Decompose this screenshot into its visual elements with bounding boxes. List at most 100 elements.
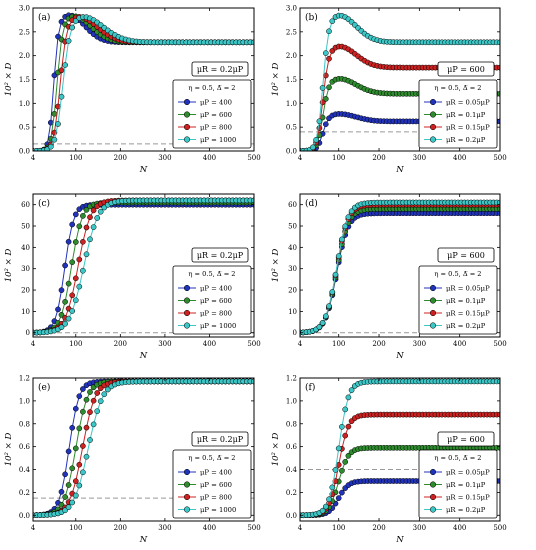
x-tick-label: 400 — [453, 154, 466, 162]
data-point — [76, 256, 83, 263]
legend-marker — [429, 309, 437, 317]
y-tick-label: 1.0 — [19, 100, 30, 108]
data-point — [80, 238, 86, 245]
data-point — [62, 262, 68, 269]
data-point — [329, 18, 336, 25]
legend-entry: μP = 1000 — [178, 322, 236, 330]
data-point — [80, 443, 86, 449]
legend-entry: μR = 0.2μP — [424, 322, 486, 330]
y-tick-label: 1.0 — [286, 397, 297, 405]
x-axis-label: N — [395, 535, 404, 545]
x-tick-label: 100 — [69, 154, 82, 162]
x-tick-label: 500 — [247, 340, 260, 348]
x-axis-label: N — [139, 165, 148, 175]
legend-box — [172, 449, 252, 519]
panel-tag: (f) — [305, 382, 315, 393]
legend-label: μR = 0.05μP — [446, 469, 490, 477]
panel-tag: (a) — [38, 12, 50, 23]
data-point — [55, 306, 61, 313]
annotation-text: μR = 0.2μP — [197, 435, 244, 444]
y-tick-label: 2.0 — [19, 52, 30, 60]
legend-entry: μR = 0.1μP — [424, 297, 486, 305]
y-tick-label: 0.5 — [19, 124, 30, 132]
legend-label: μP = 400 — [200, 99, 232, 107]
data-point — [322, 121, 329, 128]
legend-entry: μR = 0.15μP — [424, 310, 490, 318]
x-tick-label: 500 — [493, 524, 506, 532]
data-point — [47, 143, 54, 150]
plot-area — [33, 378, 254, 519]
legend-entry: μR = 0.15μP — [424, 124, 490, 132]
data-point — [83, 206, 90, 213]
legend-marker — [429, 493, 437, 501]
legend-entry: μR = 0.15μP — [424, 494, 490, 502]
data-point — [90, 207, 97, 214]
y-tick-label: 2.5 — [19, 28, 30, 36]
data-point — [339, 423, 345, 430]
y-tick-label: 50 — [288, 223, 297, 231]
legend-entry: μP = 800 — [178, 124, 232, 132]
legend-marker — [183, 111, 191, 118]
x-tick-label: 400 — [453, 524, 466, 532]
data-point — [313, 137, 319, 143]
data-point — [65, 315, 72, 322]
legend-marker — [183, 297, 191, 304]
data-point — [80, 386, 86, 392]
y-tick-label: 0.5 — [286, 124, 297, 132]
x-tick-label: 300 — [158, 524, 171, 532]
data-point — [62, 471, 68, 478]
legend-label: μR = 0.2μP — [446, 322, 486, 330]
legend-marker — [183, 309, 191, 317]
data-point — [90, 421, 97, 428]
x-tick-label: 400 — [203, 524, 216, 532]
legend-label: μR = 0.1μP — [446, 111, 486, 119]
x-tick-label: 400 — [203, 340, 216, 348]
panel-tag: (e) — [38, 382, 50, 393]
data-point — [339, 467, 345, 474]
data-point — [326, 28, 332, 35]
data-point — [58, 93, 65, 100]
data-point — [72, 405, 79, 412]
y-tick-label: 2.5 — [286, 28, 297, 36]
legend-marker — [429, 123, 437, 131]
panel-tag: (c) — [38, 198, 50, 209]
legend-entry: μR = 0.2μP — [424, 506, 486, 514]
legend-title: η = 0.5, Δ̅ = 2 — [434, 270, 481, 278]
data-point — [72, 239, 79, 245]
y-tick-label: 60 — [21, 201, 30, 209]
y-tick-label: 2.0 — [286, 52, 297, 60]
data-point — [97, 208, 104, 215]
series-4 — [300, 12, 500, 151]
y-tick-label: 1.5 — [286, 76, 297, 84]
legend-marker — [429, 481, 437, 488]
legend-marker — [183, 493, 191, 501]
x-tick-label: 4 — [298, 524, 303, 532]
panel-tag: (b) — [305, 12, 318, 23]
data-point — [65, 38, 72, 44]
data-point — [322, 72, 329, 79]
data-point — [94, 390, 101, 396]
legend-entry: μP = 1000 — [178, 136, 236, 144]
data-point — [332, 467, 339, 473]
y-tick-label: 3.0 — [286, 5, 297, 13]
legend-marker — [183, 322, 191, 329]
annotation-text: μR = 0.2μP — [197, 251, 244, 260]
legend-title: η = 0.5, Δ̅ = 2 — [188, 84, 235, 92]
plot-area — [300, 199, 500, 336]
annotation-text: μP = 600 — [447, 65, 485, 74]
annotation-box — [437, 61, 495, 77]
legend-box — [172, 265, 252, 335]
y-tick-label: 0.4 — [286, 466, 298, 474]
data-point — [316, 324, 323, 330]
legend-label: μR = 0.2μP — [446, 136, 486, 144]
x-tick-label: 300 — [413, 524, 426, 532]
annotation-text: μR = 0.2μP — [197, 65, 244, 74]
legend-label: μR = 0.1μP — [446, 481, 486, 489]
legend-label: μR = 0.05μP — [446, 99, 490, 107]
data-point — [62, 62, 68, 68]
legend-marker — [429, 136, 437, 143]
y-tick-label: 30 — [288, 265, 297, 273]
legend-entry: μR = 0.05μP — [424, 99, 490, 107]
data-point — [87, 409, 93, 415]
annotation-box — [191, 247, 249, 263]
